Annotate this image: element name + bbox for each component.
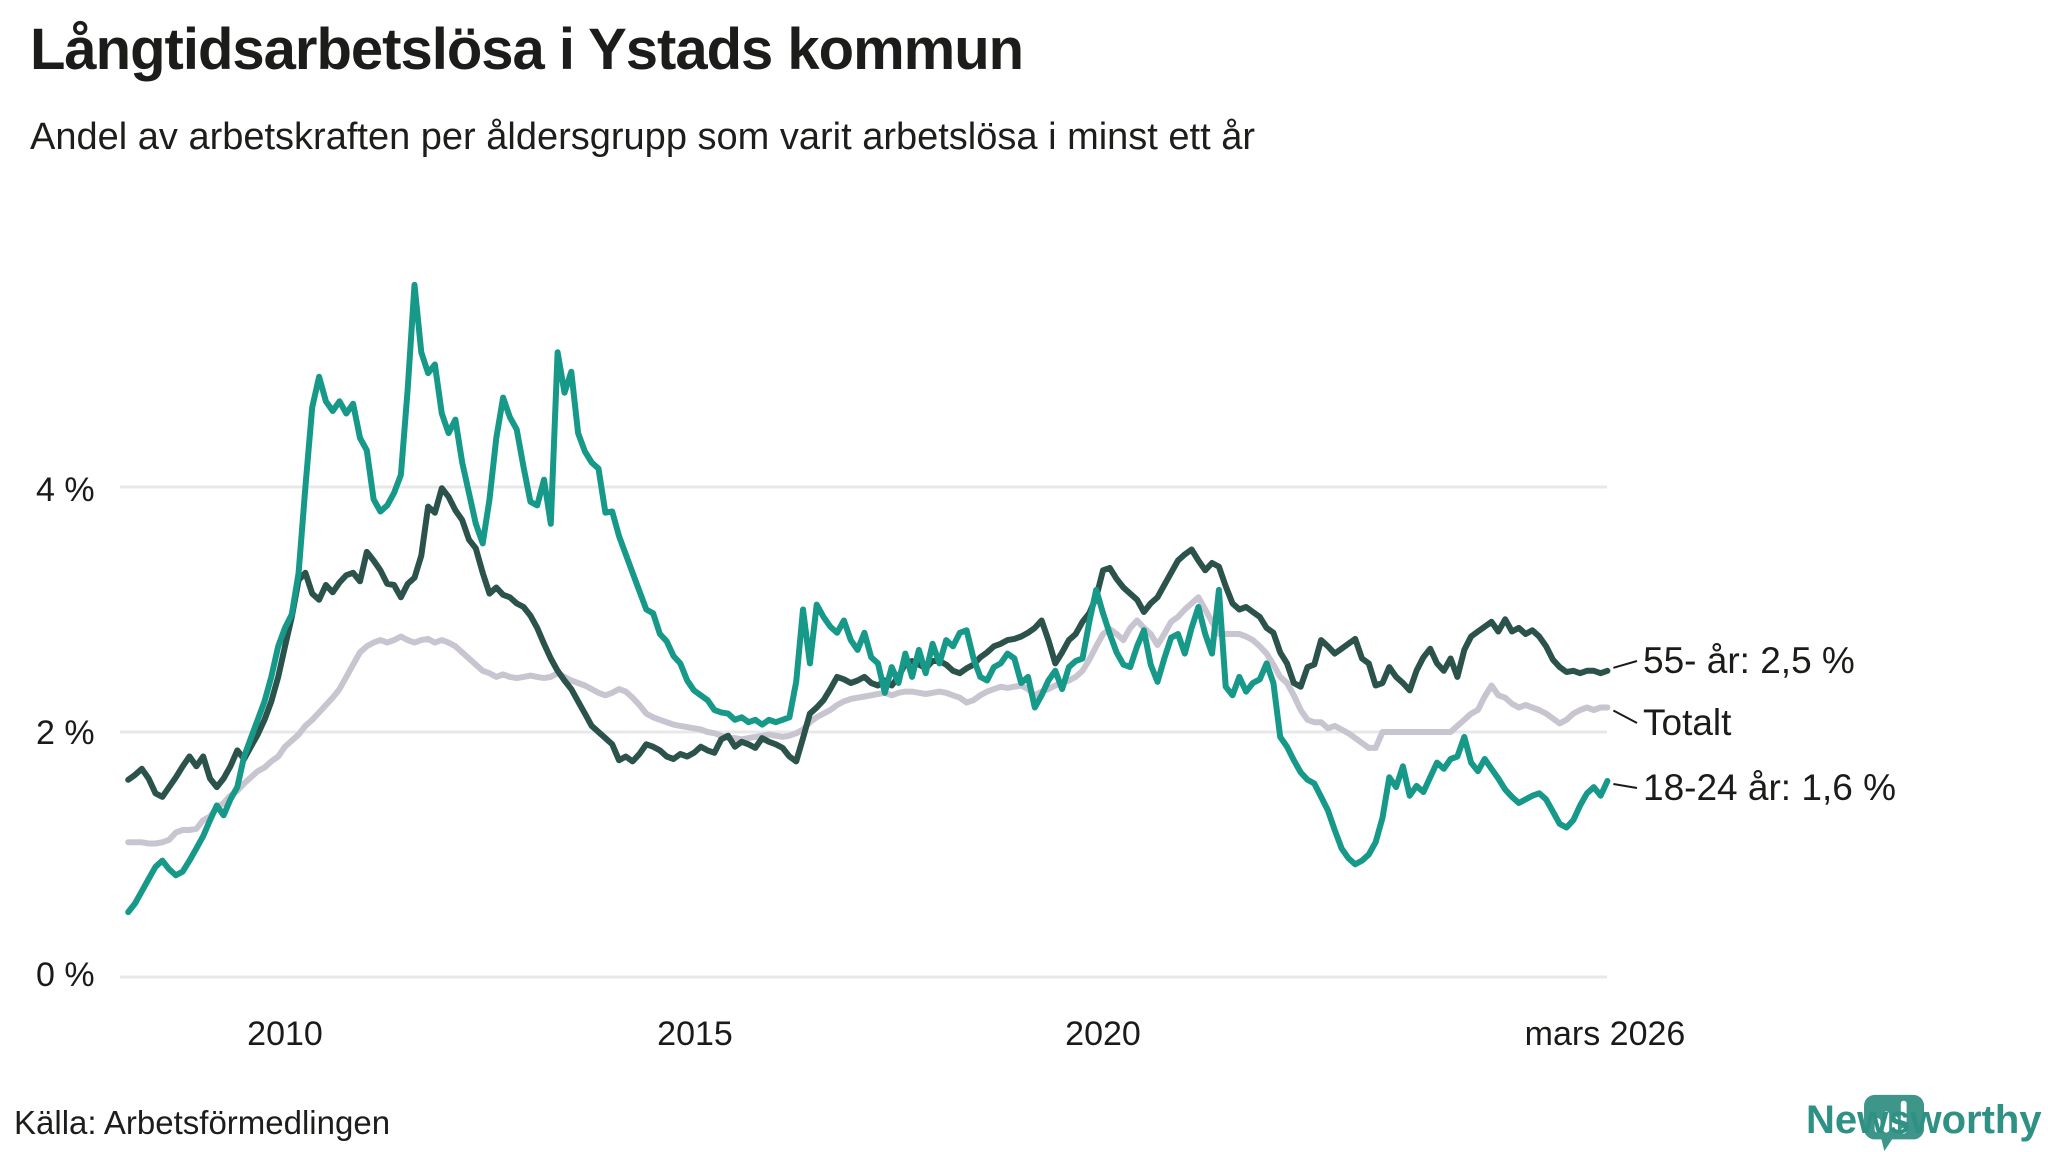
- chart-subtitle: Andel av arbetskraften per åldersgrupp s…: [30, 116, 1256, 158]
- series-line-totalt: [125, 594, 1611, 847]
- connector-totalt: [1612, 709, 1638, 724]
- newsworthy-logo-icon: [1864, 1094, 1925, 1152]
- gridlines: [120, 485, 1607, 979]
- x-tick-2020: 2020: [1065, 1015, 1141, 1053]
- source-note: Källa: Arbetsförmedlingen: [14, 1104, 391, 1141]
- y-tick-4pct: 4 %: [36, 471, 95, 509]
- series-end-label-totalt: Totalt: [1643, 702, 1732, 743]
- brand-name: Newsworthy: [1806, 1098, 2042, 1142]
- label-connectors: [1612, 660, 1638, 789]
- x-tick-2010: 2010: [247, 1015, 323, 1053]
- connector-55-ar: [1613, 660, 1638, 669]
- series-line-55-ar: [125, 485, 1611, 800]
- y-tick-0pct: 0 %: [36, 956, 95, 994]
- page-title: Långtidsarbetslösa i Ystads kommun: [30, 17, 1024, 82]
- series-end-label-18-24-ar: 18-24 år: 1,6 %: [1643, 767, 1896, 808]
- x-tick-mars-2026: mars 2026: [1524, 1015, 1686, 1053]
- connector-18-24-ar: [1613, 783, 1638, 789]
- bar-chart-glyph: [1874, 1100, 1907, 1134]
- x-tick-2015: 2015: [657, 1015, 733, 1053]
- series-line-18-24-ar: [125, 281, 1611, 916]
- series-end-label-55-ar: 55- år: 2,5 %: [1643, 640, 1855, 681]
- y-tick-2pct: 2 %: [36, 714, 95, 752]
